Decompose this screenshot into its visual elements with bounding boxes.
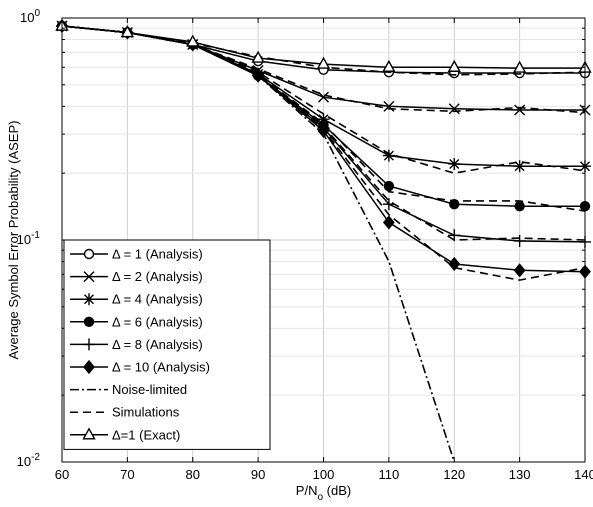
data-point: [317, 113, 330, 126]
x-tick-label: 90: [251, 467, 265, 482]
legend-marker: [83, 316, 95, 327]
data-point: [513, 160, 526, 173]
data-point: [382, 59, 396, 72]
y-tick-label: 10-2: [17, 452, 41, 469]
data-point: [448, 157, 461, 170]
legend-entry: Δ = 10 (Analysis): [70, 360, 210, 375]
x-tick-label: 110: [379, 467, 400, 482]
legend-label: Δ = 6 (Analysis): [112, 314, 203, 329]
legend-entry: Δ = 2 (Analysis): [70, 269, 203, 284]
x-tick-label: 130: [509, 467, 531, 482]
x-tick-label: 80: [186, 467, 200, 482]
data-point: [514, 104, 526, 116]
data-point: [513, 263, 526, 278]
series-line: [61, 25, 586, 241]
legend-marker: [83, 248, 95, 260]
series-layer: [55, 18, 592, 463]
axis-ticks: 60 70 80 90 100 110 120 130 140 100 10-1 10-2: [17, 8, 593, 482]
legend-label: Δ=1 (Exact): [112, 427, 180, 442]
data-point: [318, 91, 329, 103]
x-tick-label: 60: [55, 467, 69, 482]
x-axis-label: P/No (dB): [296, 483, 351, 503]
series-6: [61, 25, 456, 463]
legend-entry: Noise-limited: [70, 382, 187, 397]
series-11: [61, 25, 586, 241]
series-line: [61, 25, 456, 463]
legend-label: Δ = 10 (Analysis): [112, 360, 210, 375]
series-9: [61, 25, 586, 175]
legend-marker: [83, 359, 95, 375]
data-point: [447, 59, 461, 72]
y-axis-label: Average Symbol Error Probability (ASEP): [6, 121, 21, 360]
legend-label: Δ = 2 (Analysis): [112, 269, 203, 284]
data-point: [382, 215, 395, 230]
data-point: [449, 198, 460, 210]
legend-entry: Δ = 8 (Analysis): [70, 337, 203, 352]
legend-marker: [82, 427, 96, 440]
legend-marker: [83, 293, 95, 306]
series-line: [61, 25, 586, 114]
x-tick-label: 100: [313, 467, 335, 482]
series-13: [55, 18, 592, 73]
y-tick-label: 10-1: [17, 230, 41, 247]
legend-label: Δ = 8 (Analysis): [112, 337, 203, 352]
legend-marker: [83, 338, 95, 351]
legend: Δ = 1 (Analysis) Δ = 2 (Analysis) Δ = 4 (A…: [63, 239, 271, 450]
legend-entry: Simulations: [70, 405, 180, 420]
legend-label: Δ = 4 (Analysis): [112, 292, 203, 307]
data-point: [186, 34, 200, 47]
legend-entry: Δ = 1 (Analysis): [70, 247, 203, 262]
data-point: [383, 180, 395, 192]
data-point: [448, 256, 461, 272]
data-point: [448, 103, 460, 115]
data-point: [316, 56, 331, 69]
x-tick-label: 70: [120, 467, 134, 482]
legend-entry: Δ = 6 (Analysis): [70, 314, 203, 329]
series-line: [61, 25, 586, 175]
series-line: [61, 25, 586, 281]
legend-label: Δ = 1 (Analysis): [112, 247, 203, 262]
data-point: [514, 200, 525, 212]
legend-entry: Δ = 4 (Analysis): [70, 292, 203, 307]
axis-labels: P/No (dB) Average Symbol Error Probabilit…: [6, 121, 351, 503]
data-point: [120, 25, 135, 38]
data-point: [513, 234, 526, 247]
y-tick-label: 100: [20, 8, 40, 25]
series-12: [61, 25, 586, 281]
x-tick-label: 140: [574, 467, 593, 482]
x-tick-label: 120: [443, 467, 465, 482]
data-point: [251, 50, 265, 63]
legend-marker: [83, 271, 95, 283]
legend-entry: Δ=1 (Exact): [70, 427, 180, 442]
series-8: [61, 25, 586, 114]
legend-label: Noise-limited: [112, 382, 187, 397]
legend-label: Simulations: [112, 405, 180, 420]
data-point: [382, 149, 395, 162]
data-point: [512, 60, 527, 73]
